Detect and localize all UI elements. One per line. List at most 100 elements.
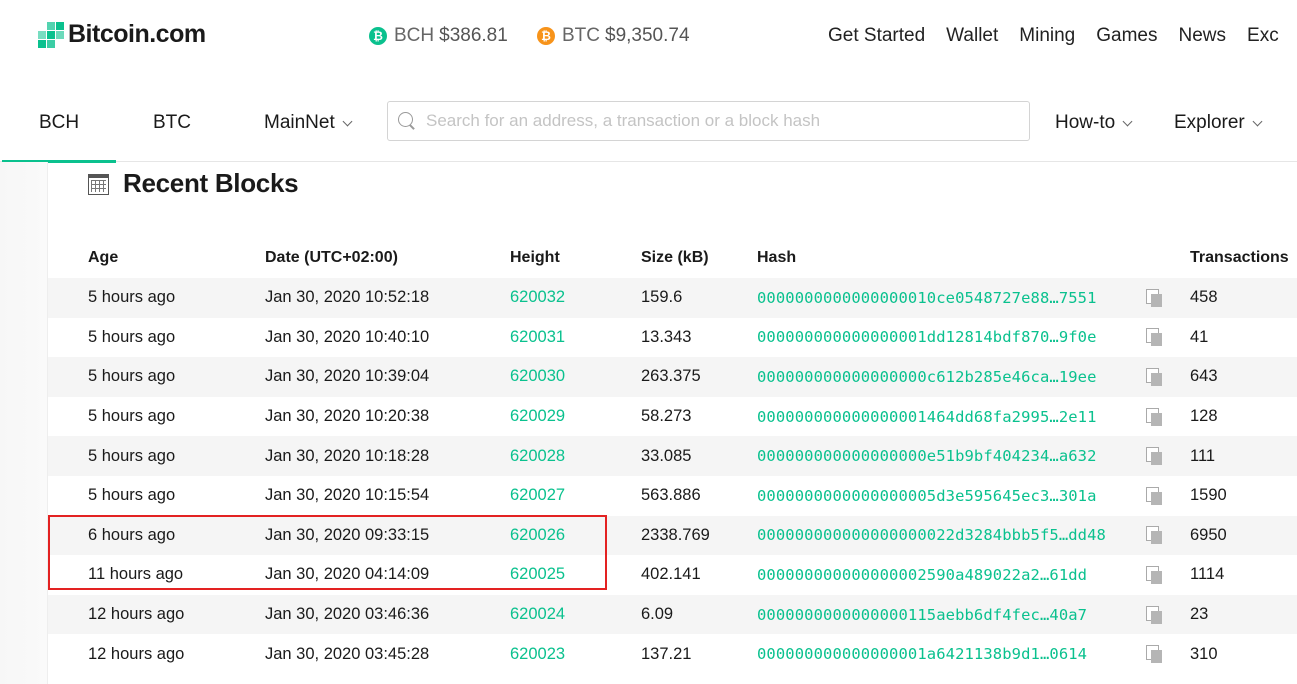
bch-price-value: $386.81	[439, 25, 508, 46]
header-hash[interactable]: Hash	[757, 249, 797, 266]
cell-age: 5 hours ago	[88, 367, 176, 386]
cell-size: 563.886	[641, 486, 701, 505]
table-row[interactable]: 5 hours ago Jan 30, 2020 10:52:18 620032 15…	[48, 278, 1297, 318]
block-hash-link[interactable]: 000000000000000000c612b285e46ca…19ee	[757, 367, 1097, 386]
network-label: MainNet	[264, 112, 335, 133]
cell-transactions: 111	[1190, 446, 1216, 465]
cell-age: 5 hours ago	[88, 407, 176, 426]
nav-exchange[interactable]: Exc	[1247, 25, 1279, 46]
cell-date: Jan 30, 2020 10:15:54	[265, 486, 430, 505]
table-row[interactable]: 5 hours ago Jan 30, 2020 10:39:04 620030 26…	[48, 357, 1297, 397]
cell-size: 33.085	[641, 446, 692, 465]
copy-icon[interactable]	[1146, 645, 1162, 664]
how-to-dropdown[interactable]: How-to	[1055, 112, 1133, 134]
block-hash-link[interactable]: 000000000000000001a6421138b9d1…0614	[757, 645, 1088, 664]
network-dropdown[interactable]: MainNet	[264, 112, 353, 134]
table-row[interactable]: 12 hours ago Jan 30, 2020 03:46:36 620024 6…	[48, 594, 1297, 635]
cell-age: 12 hours ago	[88, 605, 185, 624]
cell-date: Jan 30, 2020 04:14:09	[265, 565, 430, 584]
nav-games[interactable]: Games	[1096, 25, 1158, 46]
nav-wallet[interactable]: Wallet	[946, 25, 999, 46]
cell-transactions: 310	[1190, 644, 1218, 663]
header-size[interactable]: Size (kB)	[641, 249, 709, 266]
copy-icon[interactable]	[1146, 605, 1162, 624]
table-row[interactable]: 11 hours ago Jan 30, 2020 04:14:09 620025 4…	[48, 555, 1297, 595]
header-date[interactable]: Date (UTC+02:00)	[265, 249, 398, 266]
copy-icon[interactable]	[1146, 565, 1162, 584]
btc-symbol: BTC	[562, 25, 600, 46]
block-hash-link[interactable]: 000000000000000000e51b9bf404234…a632	[757, 447, 1097, 466]
block-hash-link[interactable]: 0000000000000000005d3e595645ec3…301a	[757, 486, 1097, 505]
block-height-link[interactable]: 620032	[510, 288, 566, 307]
copy-icon[interactable]	[1146, 447, 1162, 466]
table-row[interactable]: 5 hours ago Jan 30, 2020 10:40:10 620031 13…	[48, 318, 1297, 358]
table-row[interactable]: 5 hours ago Jan 30, 2020 10:18:28 620028 33…	[48, 436, 1297, 476]
block-hash-link[interactable]: 000000000000000001dd12814bdf870…9f0e	[757, 328, 1097, 347]
block-hash-link[interactable]: 0000000000000000115aebb6df4fec…40a7	[757, 605, 1088, 624]
table-row[interactable]: 6 hours ago Jan 30, 2020 09:33:15 620026 23…	[48, 515, 1297, 556]
block-height-link[interactable]: 620031	[510, 327, 566, 346]
top-header: Bitcoin.com ₿ BCH $386.81 ₿ BTC $9,350.7…	[0, 0, 1297, 72]
cell-age: 11 hours ago	[88, 565, 184, 584]
page-heading: Recent Blocks	[123, 168, 299, 198]
cell-date: Jan 30, 2020 10:52:18	[265, 288, 430, 307]
block-height-link[interactable]: 620024	[510, 605, 566, 624]
block-hash-link[interactable]: 0000000000000000010ce0548727e88…7551	[757, 288, 1097, 307]
btc-price-value: $9,350.74	[605, 25, 690, 46]
copy-icon[interactable]	[1146, 526, 1162, 545]
cell-age: 5 hours ago	[88, 327, 176, 346]
cell-age: 5 hours ago	[88, 288, 176, 307]
copy-icon[interactable]	[1146, 407, 1162, 426]
left-gutter	[0, 162, 48, 684]
header-age[interactable]: Age	[88, 249, 119, 266]
block-height-link[interactable]: 620029	[510, 407, 566, 426]
tab-bch[interactable]: BCH	[39, 112, 80, 133]
block-hash-link[interactable]: 000000000000000002590a489022a2…61dd	[757, 565, 1088, 584]
header-height[interactable]: Height	[510, 249, 560, 266]
search-input[interactable]	[426, 111, 1016, 131]
btc-price-ticker[interactable]: ₿ BTC $9,350.74	[537, 25, 690, 47]
cell-transactions: 6950	[1190, 525, 1227, 544]
cell-date: Jan 30, 2020 10:39:04	[265, 367, 430, 386]
nav-mining[interactable]: Mining	[1019, 25, 1076, 46]
bch-coin-icon: ₿	[369, 27, 387, 45]
cell-transactions: 1114	[1190, 565, 1225, 584]
table-body: 5 hours ago Jan 30, 2020 10:52:18 620032 15…	[48, 278, 1297, 674]
table-row[interactable]: 5 hours ago Jan 30, 2020 10:20:38 620029 58…	[48, 397, 1297, 437]
logo-text: Bitcoin.com	[68, 20, 206, 48]
block-hash-link[interactable]: 000000000000000000022d3284bbb5f5…dd48	[757, 526, 1106, 545]
cell-transactions: 458	[1190, 288, 1218, 307]
nav-get-started[interactable]: Get Started	[828, 25, 926, 46]
bitcoin-com-logo[interactable]: Bitcoin.com	[38, 20, 206, 49]
copy-icon[interactable]	[1146, 328, 1162, 347]
block-height-link[interactable]: 620023	[510, 644, 566, 663]
block-height-link[interactable]: 620025	[510, 565, 566, 584]
active-tab-indicator	[2, 160, 116, 163]
chevron-down-icon	[1252, 116, 1263, 126]
header-transactions[interactable]: Transactions	[1190, 249, 1289, 266]
block-height-link[interactable]: 620027	[510, 486, 566, 505]
block-height-link[interactable]: 620026	[510, 525, 566, 544]
block-height-link[interactable]: 620028	[510, 446, 566, 465]
cell-date: Jan 30, 2020 10:40:10	[265, 327, 430, 346]
chevron-down-icon	[342, 116, 353, 126]
calendar-icon	[88, 174, 109, 195]
cell-date: Jan 30, 2020 10:18:28	[265, 446, 430, 465]
cell-age: 5 hours ago	[88, 486, 176, 505]
explorer-dropdown[interactable]: Explorer	[1174, 112, 1263, 134]
nav-news[interactable]: News	[1178, 25, 1227, 46]
cell-age: 5 hours ago	[88, 446, 176, 465]
table-row[interactable]: 5 hours ago Jan 30, 2020 10:15:54 620027 56…	[48, 476, 1297, 516]
tab-btc[interactable]: BTC	[153, 112, 191, 133]
cell-date: Jan 30, 2020 03:45:28	[265, 644, 430, 663]
copy-icon[interactable]	[1146, 486, 1162, 505]
copy-icon[interactable]	[1146, 288, 1162, 307]
table-row[interactable]: 12 hours ago Jan 30, 2020 03:45:28 620023 1…	[48, 634, 1297, 674]
block-hash-link[interactable]: 000000000000000001464dd68fa2995…2e11	[757, 407, 1097, 426]
copy-icon[interactable]	[1146, 367, 1162, 386]
cell-transactions: 23	[1190, 605, 1209, 624]
bch-price-ticker[interactable]: ₿ BCH $386.81	[369, 25, 508, 47]
explorer-subnav: BCH BTC MainNet How-to Explorer	[0, 84, 1297, 163]
explorer-label: Explorer	[1174, 112, 1245, 133]
block-height-link[interactable]: 620030	[510, 367, 566, 386]
